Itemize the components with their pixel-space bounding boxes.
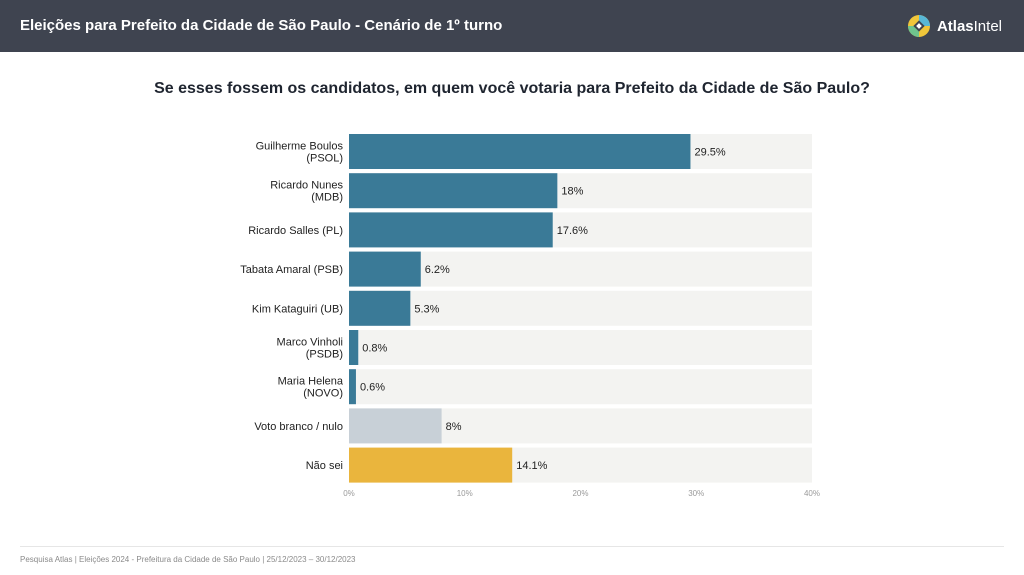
bar-track — [349, 369, 812, 405]
x-tick-label: 0% — [343, 489, 355, 498]
bar-track — [349, 251, 812, 287]
value-label: 18% — [561, 186, 583, 198]
value-label: 8% — [446, 421, 462, 433]
category-label: Guilherme Boulos (PSOL) — [256, 141, 344, 165]
atlasintel-logo-icon — [907, 15, 930, 37]
bar-track — [349, 290, 812, 326]
value-label: 5.3% — [414, 303, 439, 315]
bar — [349, 173, 558, 209]
x-tick-label: 30% — [688, 489, 704, 498]
category-label: Ricardo Nunes (MDB) — [270, 180, 343, 204]
bar — [349, 212, 553, 248]
page-title: Eleições para Prefeito da Cidade de São … — [20, 17, 503, 34]
bar — [349, 330, 359, 365]
x-tick-label: 20% — [572, 489, 588, 498]
x-tick-label: 40% — [804, 489, 820, 498]
brand-name: AtlasIntel — [936, 17, 1002, 35]
brand-logo: AtlasIntel — [907, 13, 1002, 39]
header-bar: Eleições para Prefeito da Cidade de São … — [0, 0, 1024, 52]
category-label: Ricardo Salles (PL) — [248, 225, 343, 237]
value-label: 14.1% — [516, 460, 547, 472]
value-label: 0.8% — [362, 343, 387, 355]
value-label: 17.6% — [557, 225, 588, 237]
bar — [349, 290, 411, 326]
category-label: Kim Kataguiri (UB) — [252, 303, 343, 315]
footer-divider — [20, 546, 1004, 547]
bar — [349, 134, 691, 169]
value-label: 6.2% — [425, 264, 450, 276]
category-label: Não sei — [306, 460, 343, 472]
value-label: 29.5% — [694, 147, 725, 159]
category-label: Tabata Amaral (PSB) — [240, 264, 343, 276]
category-label: Maria Helena (NOVO) — [278, 376, 344, 400]
value-label: 0.6% — [360, 382, 385, 394]
bar-chart: 29.5% Guilherme Boulos (PSOL) 18% Ricardo Nu… — [240, 134, 820, 498]
bar — [349, 251, 421, 287]
chart-question: Se esses fossem os candidatos, em quem v… — [154, 80, 870, 97]
category-label: Marco Vinholi (PSDB) — [277, 337, 343, 361]
footer-source: Pesquisa Atlas | Eleições 2024 - Prefeit… — [20, 555, 356, 564]
bar — [349, 408, 442, 444]
bar — [349, 369, 356, 405]
bar-track — [349, 330, 812, 365]
x-tick-label: 10% — [457, 489, 473, 498]
category-label: Voto branco / nulo — [254, 421, 343, 433]
bar — [349, 447, 513, 483]
